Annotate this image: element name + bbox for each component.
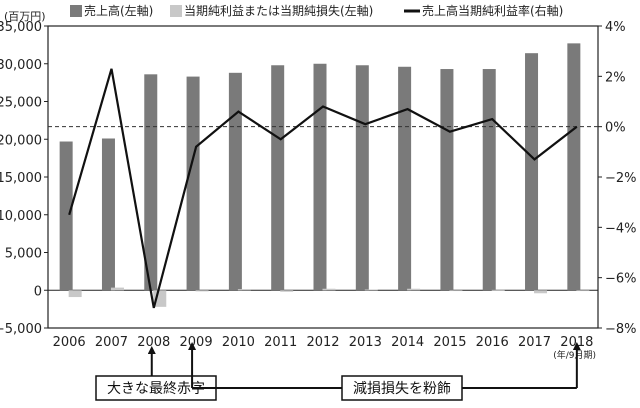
net-income-bar-2012 (322, 288, 336, 291)
legend-label-2: 当期純利益または当期純損失(左軸) (184, 3, 373, 18)
left-axis-tick-label: −5,000 (0, 322, 42, 337)
left-axis-tick-label: 35,000 (0, 20, 42, 35)
legend-swatch-1 (70, 5, 82, 17)
x-tick-label-2011: 2011 (264, 335, 297, 350)
sales-bar-2010 (228, 72, 242, 291)
left-axis-tick-label: 25,000 (0, 96, 42, 111)
x-tick-label-2009: 2009 (180, 335, 213, 350)
sales-bar-2013 (355, 65, 369, 291)
right-axis-tick-label: 0% (605, 121, 626, 136)
x-tick-label-2012: 2012 (306, 335, 339, 350)
x-tick-label-2014: 2014 (391, 335, 424, 350)
net-margin-line (68, 68, 578, 309)
annotation-label-2008: 大きな最終赤字 (107, 381, 205, 397)
legend: 売上高(左軸) 当期純利益または当期純損失(左軸) 売上高当期純利益率(右軸) (70, 3, 563, 18)
x-tick-label-2007: 2007 (95, 335, 128, 350)
x-tick-label-2016: 2016 (476, 335, 509, 350)
sales-bar-2016 (482, 69, 496, 291)
net-income-bar-2015 (449, 290, 463, 292)
sales-bar-2011 (271, 65, 285, 291)
x-tick-label-2008: 2008 (137, 335, 170, 350)
net-income-bar-2009 (195, 290, 209, 292)
net-income-bar-2017 (534, 290, 548, 294)
right-axis-tick-label: 4% (605, 20, 626, 35)
sales-bar-2018 (567, 43, 581, 291)
left-axis-unit: (百万円) (4, 10, 46, 23)
sales-bar-2012 (313, 63, 327, 291)
right-axis-tick-label: 2% (605, 70, 626, 85)
left-axis-tick-label: 10,000 (0, 209, 42, 224)
plot-area: −5,000 0 5,000 10,000 15,000 20,000 25,000 30,0… (0, 20, 637, 361)
right-axis-tick-label: −8% (605, 322, 637, 337)
net-income-bar-2007 (110, 287, 124, 291)
left-axis-tick-label: 30,000 (0, 58, 42, 73)
legend-swatch-2 (170, 5, 182, 17)
annotations: 大きな最終赤字 減損損失を粉飾 (95, 342, 581, 401)
annotation-box-2009-2018 (341, 375, 463, 401)
sales-bar-2015 (440, 69, 454, 291)
net-income-bar-2010 (237, 289, 251, 291)
sales-bar-2008 (144, 74, 158, 291)
sales-bar-2017 (525, 53, 539, 291)
left-axis-tick-label: 20,000 (0, 133, 42, 148)
period-note: (年/9月期) (553, 349, 596, 361)
legend-label-1: 売上高(左軸) (84, 3, 153, 18)
left-axis-tick-label: 0 (34, 284, 42, 299)
sales-bar-2014 (398, 66, 412, 291)
net-income-bar-2011 (280, 290, 294, 292)
x-tick-label-2010: 2010 (222, 335, 255, 350)
sales-bar-2007 (101, 138, 115, 291)
net-income-bar-2006 (68, 290, 82, 298)
left-axis-tick-label: 15,000 (0, 171, 42, 186)
net-income-bar-2018 (576, 290, 590, 292)
net-income-bar-2014 (407, 288, 421, 291)
right-axis-tick-label: −6% (605, 272, 637, 287)
annotation-label-2009-2018: 減損損失を粉飾 (353, 380, 451, 397)
net-income-bar-2013 (364, 289, 378, 291)
x-tick-label-2013: 2013 (349, 335, 382, 350)
net-income-bar-2016 (491, 289, 505, 291)
sales-bar-2009 (186, 76, 200, 291)
right-axis-tick-label: −2% (605, 171, 637, 186)
x-tick-label-2006: 2006 (53, 335, 86, 350)
legend-label-3: 売上高当期純利益率(右軸) (422, 3, 563, 18)
x-tick-label-2017: 2017 (518, 335, 551, 350)
right-axis-tick-label: −4% (605, 221, 637, 236)
x-tick-label-2015: 2015 (433, 335, 466, 350)
sales-bar-2006 (59, 141, 73, 291)
left-axis-tick-label: 5,000 (5, 247, 42, 262)
